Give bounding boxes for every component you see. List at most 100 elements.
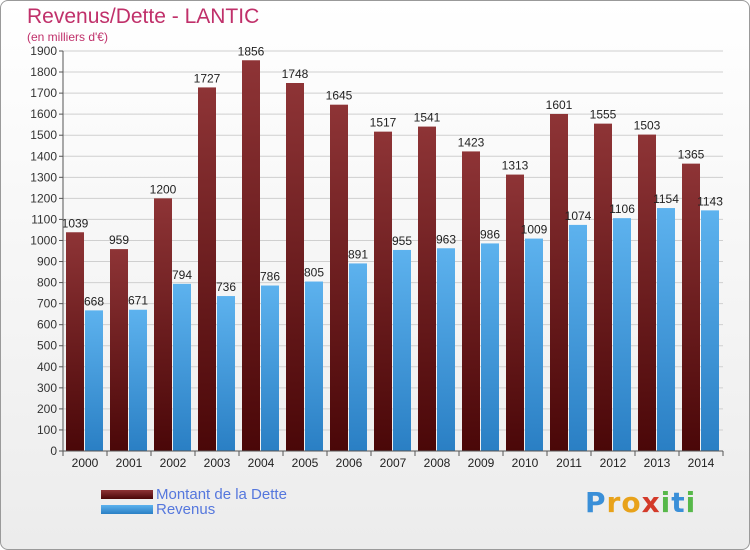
logo-letter: P: [585, 486, 607, 519]
bar-revenus: [173, 283, 191, 451]
bar-debt: [682, 163, 700, 451]
value-label-revenus: 891: [348, 247, 368, 261]
value-label-revenus: 805: [304, 266, 324, 280]
legend-swatch-debt: [101, 490, 153, 499]
bar-debt: [418, 126, 436, 451]
x-tick-label: 2000: [72, 456, 99, 470]
value-label-revenus: 736: [216, 280, 236, 294]
legend-label-revenus: Revenus: [156, 501, 216, 518]
bar-debt: [154, 198, 172, 451]
value-label-debt: 1517: [370, 116, 397, 130]
bar-debt: [66, 232, 84, 451]
x-tick-label: 2003: [204, 456, 231, 470]
bar-revenus: [349, 263, 367, 451]
y-tick-label: 200: [37, 402, 57, 416]
bar-debt: [594, 123, 612, 451]
value-label-debt: 1748: [282, 67, 309, 81]
y-tick-label: 900: [37, 255, 57, 269]
value-label-debt: 1541: [414, 111, 441, 125]
y-tick-label: 800: [37, 276, 57, 290]
logo-letter: i: [685, 486, 697, 519]
bar-revenus: [129, 309, 147, 451]
bar-revenus: [701, 210, 719, 451]
y-tick-label: 1400: [30, 149, 57, 163]
y-tick-label: 400: [37, 360, 57, 374]
value-label-revenus: 1106: [609, 202, 635, 216]
value-label-debt: 1503: [634, 119, 661, 133]
x-tick-label: 2009: [468, 456, 495, 470]
axes: 0 100 200 300 400 500 600 700 800 900 1000 1100 1200…: [30, 44, 724, 470]
bar-revenus: [525, 238, 543, 451]
bar-revenus: [481, 243, 499, 451]
value-label-revenus: 963: [436, 232, 456, 246]
logo-letter: i: [660, 486, 672, 519]
x-tick-label: 2005: [292, 456, 319, 470]
y-tick-label: 1300: [30, 170, 57, 184]
y-tick-label: 1000: [30, 233, 57, 247]
chart-title: Revenus/Dette - LANTIC: [27, 5, 260, 28]
value-label-debt: 1313: [502, 159, 529, 173]
bar-revenus: [657, 208, 675, 451]
y-tick-label: 1100: [31, 212, 57, 226]
value-label-debt: 1601: [546, 98, 573, 112]
value-label-debt: 1423: [458, 135, 485, 149]
bar-revenus: [393, 249, 411, 451]
x-tick-label: 2010: [512, 456, 539, 470]
value-labels: 1039 668 959 671 1200 794 1727 736 1856 786 1748 80…: [62, 44, 724, 308]
bar-debt: [242, 60, 260, 452]
value-label-debt: 1365: [678, 148, 705, 162]
logo-letter: o: [621, 486, 642, 519]
value-label-revenus: 786: [260, 270, 280, 284]
value-label-revenus: 1074: [565, 209, 592, 223]
bar-revenus: [217, 296, 235, 451]
logo-letter: x: [641, 486, 661, 519]
bar-debt: [462, 151, 480, 451]
bar-revenus: [305, 281, 323, 451]
y-tick-label: 500: [37, 339, 57, 353]
value-label-revenus: 986: [480, 227, 500, 241]
bar-revenus: [85, 310, 103, 451]
proxiti-logo: Proxiti: [585, 486, 696, 519]
y-tick-label: 1500: [30, 128, 57, 142]
y-tick-label: 1200: [30, 191, 57, 205]
x-tick-label: 2007: [380, 456, 407, 470]
bar-revenus: [569, 224, 587, 451]
value-label-debt: 1555: [590, 108, 617, 122]
y-tick-label: 1700: [30, 86, 57, 100]
x-tick-label: 2008: [424, 456, 451, 470]
value-label-debt: 1645: [326, 89, 353, 103]
x-tick-label: 2004: [248, 456, 275, 470]
value-label-revenus: 794: [172, 268, 192, 282]
y-tick-label: 1600: [30, 107, 57, 121]
bar-debt: [638, 134, 656, 451]
value-label-revenus: 1154: [653, 192, 679, 206]
bar-debt: [374, 131, 392, 451]
bar-revenus: [261, 285, 279, 451]
bar-revenus: [437, 248, 455, 451]
value-label-debt: 1727: [194, 71, 221, 85]
value-label-debt: 959: [109, 233, 129, 247]
y-tick-label: 600: [37, 318, 57, 332]
value-label-debt: 1856: [238, 44, 265, 58]
legend-label-debt: Montant de la Dette: [156, 486, 287, 503]
legend-swatch-revenus: [101, 505, 153, 514]
bar-debt: [198, 87, 216, 451]
bar-debt: [550, 113, 568, 452]
bar-debt: [110, 249, 128, 451]
value-label-debt: 1200: [150, 182, 177, 196]
value-label-debt: 1039: [62, 216, 89, 230]
x-tick-label: 2013: [644, 456, 671, 470]
x-tick-label: 2006: [336, 456, 363, 470]
x-tick-label: 2002: [160, 456, 187, 470]
y-tick-label: 100: [37, 423, 57, 437]
value-label-revenus: 668: [84, 294, 104, 308]
bars: [66, 60, 719, 452]
logo-letter: r: [606, 486, 622, 519]
x-tick-label: 2011: [556, 456, 582, 470]
value-label-revenus: 955: [392, 234, 412, 248]
y-tick-label: 300: [37, 381, 57, 395]
x-tick-label: 2001: [116, 456, 143, 470]
logo-letter: t: [671, 486, 686, 519]
